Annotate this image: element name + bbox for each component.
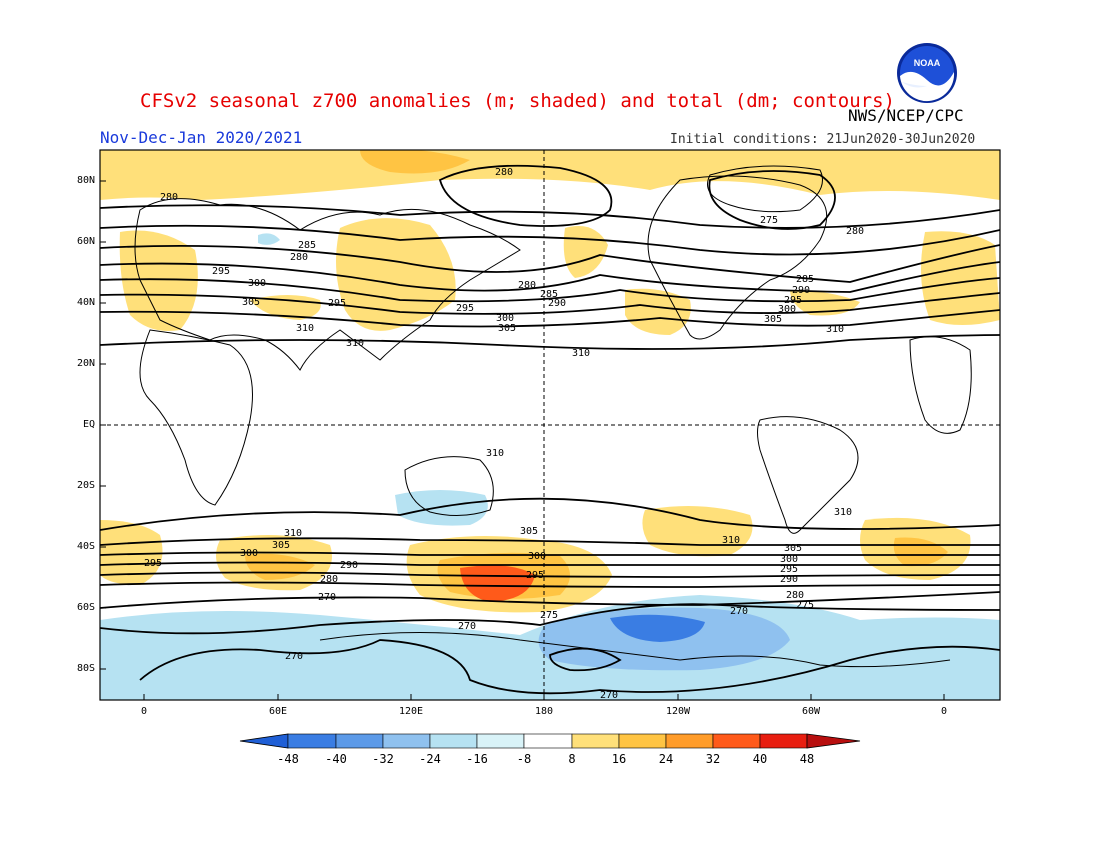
contour-label: 280 (495, 167, 513, 178)
colorbar-tick: -32 (372, 752, 394, 766)
coastlines (134, 165, 972, 668)
contour-label: 310 (572, 348, 590, 359)
lon-label: 60W (801, 706, 821, 717)
colorbar-tick: 48 (799, 752, 815, 766)
contour-label: 305 (520, 526, 538, 537)
lon-label: 120W (665, 706, 691, 717)
contour-label: 290 (792, 285, 810, 296)
season-subtitle: Nov-Dec-Jan 2020/2021 (100, 128, 303, 147)
axis-ticks (100, 180, 945, 700)
colorbar-tick: -40 (325, 752, 347, 766)
contour-label: 280 (290, 252, 308, 263)
contour-label: 270 (458, 621, 476, 632)
noaa-logo-icon: NOAA (897, 43, 957, 103)
contour-label: 290 (340, 560, 358, 571)
contour-label: 305 (272, 540, 290, 551)
contour-label: 290 (780, 574, 798, 585)
colorbar-tick: -16 (466, 752, 488, 766)
contour-label: 305 (784, 543, 802, 554)
contour-label: 310 (486, 448, 504, 459)
contour-label: 305 (242, 297, 260, 308)
contour-label: 280 (160, 192, 178, 203)
contour-label: 300 (528, 551, 546, 562)
contour-label: 290 (548, 298, 566, 309)
lon-label: 120E (398, 706, 424, 717)
height-contours (100, 164, 1000, 695)
contour-label: 270 (730, 606, 748, 617)
contour-labels: 280 280 285 280 295 300 305 310 310 280 … (144, 167, 864, 701)
contour-label: 300 (240, 548, 258, 559)
contour-label: 295 (456, 303, 474, 314)
lat-label: 20N (76, 358, 95, 369)
contour-label: 270 (600, 690, 618, 701)
lat-label: 60S (76, 602, 95, 613)
contour-label: 310 (834, 507, 852, 518)
contour-label: 305 (498, 323, 516, 334)
contour-label: 310 (296, 323, 314, 334)
noaa-logo-text: NOAA (914, 58, 941, 68)
colorbar-tick: 24 (658, 752, 674, 766)
contour-label: 310 (346, 338, 364, 349)
contour-label: 310 (826, 324, 844, 335)
lat-label: 80S (76, 663, 95, 674)
contour-label: 270 (318, 592, 336, 603)
contour-label: 280 (846, 226, 864, 237)
colorbar-tick: 16 (611, 752, 627, 766)
contour-label: 300 (780, 554, 798, 565)
contour-label: 285 (298, 240, 316, 251)
colorbar-tick: -24 (419, 752, 441, 766)
colorbar-tick: -8 (516, 752, 532, 766)
lat-label: 60N (76, 236, 95, 247)
contour-label: 305 (764, 314, 782, 325)
anomaly-shading (100, 150, 1000, 700)
contour-label: 280 (518, 280, 536, 291)
lon-label: 180 (534, 706, 554, 717)
initial-conditions: Initial conditions: 21Jun2020-30Jun2020 (670, 132, 976, 147)
contour-label: 295 (212, 266, 230, 277)
colorbar-tick: 8 (568, 752, 576, 766)
lat-label: EQ (82, 419, 95, 430)
chart-title: CFSv2 seasonal z700 anomalies (m; shaded… (140, 90, 895, 112)
lon-label: 0 (140, 706, 148, 717)
lon-label: 60E (268, 706, 288, 717)
contour-label: 285 (796, 274, 814, 285)
contour-label: 295 (526, 570, 544, 581)
contour-label: 300 (248, 278, 266, 289)
contour-label: 280 (786, 590, 804, 601)
contour-label: 300 (778, 304, 796, 315)
contour-label: 300 (496, 313, 514, 324)
contour-label: 310 (284, 528, 302, 539)
lat-label: 20S (76, 480, 95, 491)
colorbar-tick: 32 (705, 752, 721, 766)
contour-label: 285 (540, 289, 558, 300)
lon-label: 0 (940, 706, 948, 717)
contour-label: 280 (320, 574, 338, 585)
contour-label: 295 (144, 558, 162, 569)
contour-label: 295 (328, 298, 346, 309)
contour-label: 295 (784, 295, 802, 306)
lat-label: 80N (76, 175, 95, 186)
contour-label: 295 (780, 564, 798, 575)
colorbar-tick: -48 (277, 752, 299, 766)
agency-label: NWS/NCEP/CPC (848, 106, 964, 125)
contour-label: 275 (760, 215, 778, 226)
contour-label: 275 (540, 610, 558, 621)
contour-label: 310 (722, 535, 740, 546)
colorbar-tick: 40 (752, 752, 768, 766)
contour-label: 275 (796, 600, 814, 611)
contour-label: 270 (285, 651, 303, 662)
lat-label: 40S (76, 541, 95, 552)
lat-label: 40N (76, 297, 95, 308)
